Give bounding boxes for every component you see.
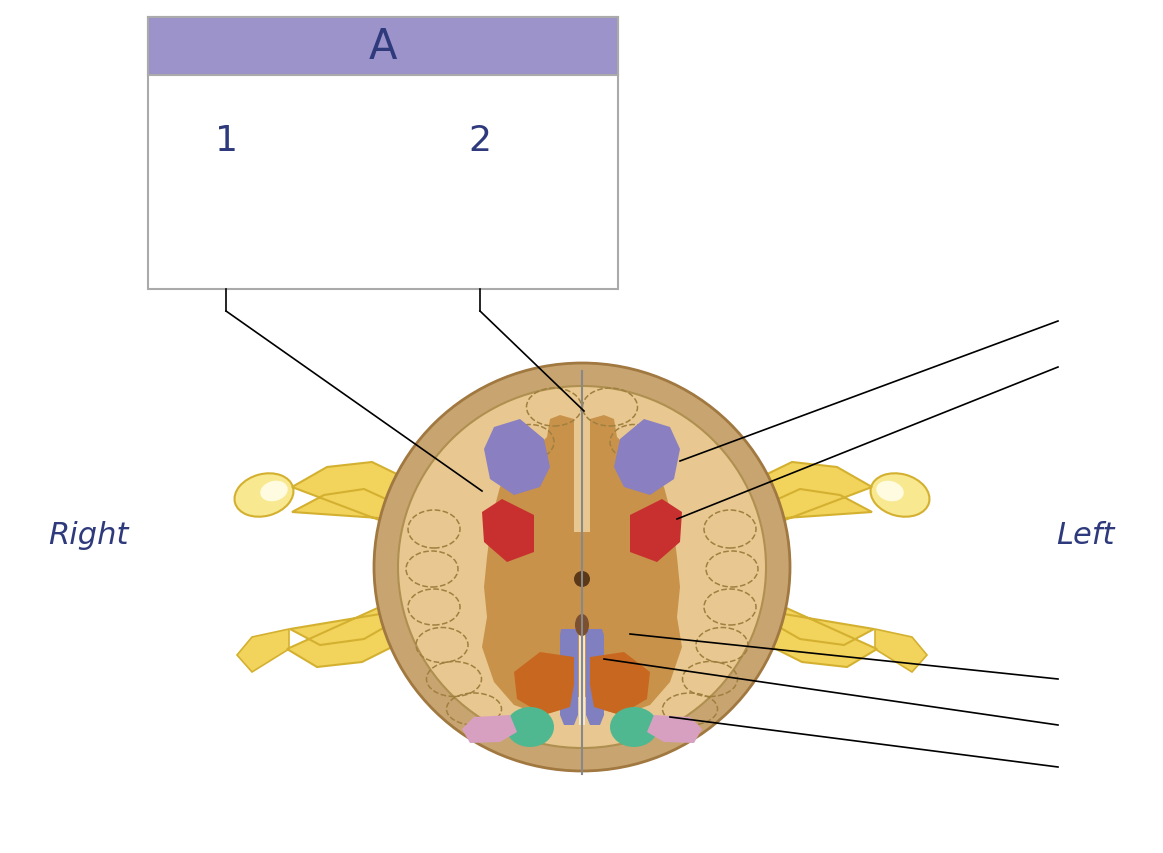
Circle shape bbox=[575, 572, 590, 588]
Polygon shape bbox=[647, 715, 702, 743]
Ellipse shape bbox=[876, 481, 904, 502]
Polygon shape bbox=[561, 630, 578, 725]
Ellipse shape bbox=[871, 473, 929, 517]
Polygon shape bbox=[727, 462, 872, 537]
Polygon shape bbox=[292, 462, 437, 537]
Polygon shape bbox=[481, 499, 534, 562]
Ellipse shape bbox=[235, 473, 293, 517]
Polygon shape bbox=[287, 588, 434, 667]
Polygon shape bbox=[590, 415, 682, 715]
Ellipse shape bbox=[611, 707, 658, 747]
Polygon shape bbox=[586, 630, 604, 725]
Polygon shape bbox=[514, 653, 575, 715]
FancyBboxPatch shape bbox=[148, 18, 618, 76]
Bar bbox=[579, 625, 585, 725]
Polygon shape bbox=[237, 630, 288, 672]
Ellipse shape bbox=[374, 363, 790, 771]
Ellipse shape bbox=[575, 614, 588, 636]
Polygon shape bbox=[575, 532, 590, 697]
Polygon shape bbox=[875, 630, 927, 672]
Polygon shape bbox=[481, 415, 575, 715]
Text: Right: Right bbox=[48, 519, 128, 548]
Ellipse shape bbox=[398, 386, 766, 748]
Polygon shape bbox=[590, 653, 650, 715]
Text: 1: 1 bbox=[214, 124, 237, 158]
Polygon shape bbox=[462, 715, 518, 743]
Text: Left: Left bbox=[1056, 519, 1115, 548]
Text: 2: 2 bbox=[469, 124, 492, 158]
Text: A: A bbox=[369, 26, 398, 68]
Polygon shape bbox=[614, 420, 680, 496]
Polygon shape bbox=[484, 420, 550, 496]
FancyBboxPatch shape bbox=[148, 18, 618, 290]
Ellipse shape bbox=[261, 481, 287, 502]
Ellipse shape bbox=[506, 707, 554, 747]
Polygon shape bbox=[730, 588, 877, 667]
Polygon shape bbox=[630, 499, 682, 562]
